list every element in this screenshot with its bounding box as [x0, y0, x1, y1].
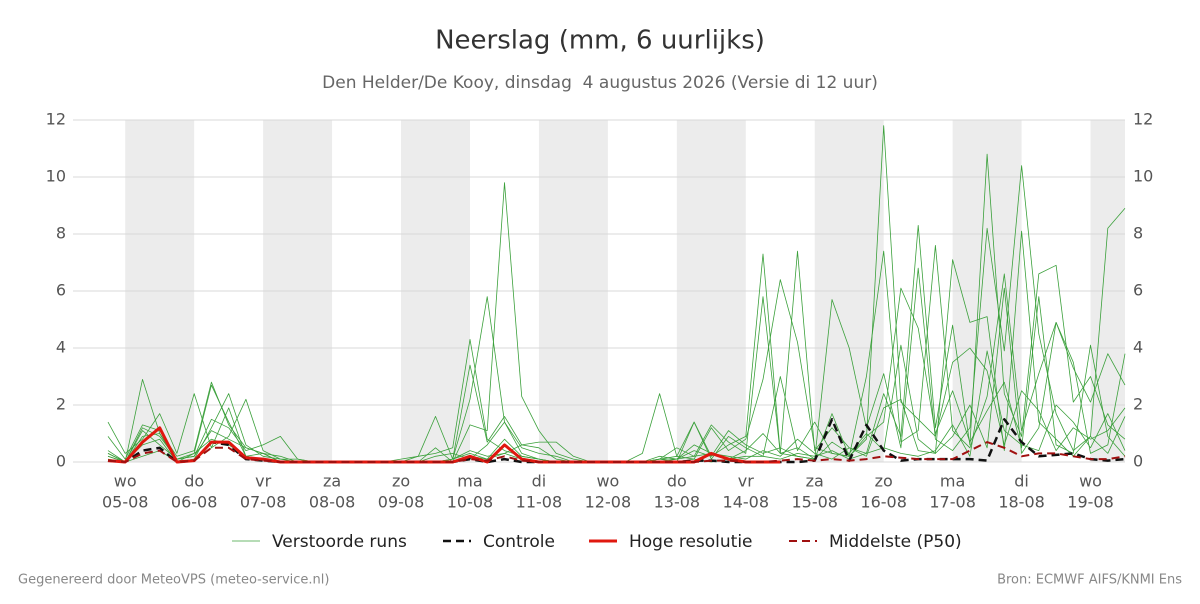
- series-line: [107, 441, 1126, 463]
- x-tick-day: di: [532, 472, 547, 491]
- x-tick-date: 19-08: [1067, 493, 1114, 512]
- x-tick-day: do: [667, 472, 687, 491]
- y-tick-label: 12: [46, 110, 66, 129]
- x-tick-date: 11-08: [516, 493, 563, 512]
- x-tick-date: 14-08: [723, 493, 770, 512]
- series-line: [107, 418, 1126, 464]
- x-tick-day: za: [806, 472, 824, 491]
- legend-label: Middelste (P50): [829, 532, 962, 552]
- y2-tick-label: 2: [1133, 395, 1143, 414]
- x-tick-day: vr: [738, 472, 754, 491]
- x-tick-day: ma: [940, 472, 965, 491]
- footer-right: Bron: ECMWF AIFS/KNMI Ens: [997, 573, 1182, 588]
- x-tick-day: vr: [255, 472, 271, 491]
- y-tick-label: 6: [56, 281, 66, 300]
- x-tick-day: wo: [1079, 472, 1102, 491]
- x-tick-date: 08-08: [309, 493, 356, 512]
- chart-subtitle: Den Helder/De Kooy, dinsdag 4 augustus 2…: [322, 73, 878, 93]
- footer-left: Gegenereerd door MeteoVPS (meteo-service…: [18, 573, 329, 588]
- y-tick-label: 0: [56, 452, 66, 471]
- x-tick-day: di: [1014, 472, 1029, 491]
- x-tick-day: ma: [457, 472, 482, 491]
- y-tick-label: 8: [56, 224, 66, 243]
- x-tick-date: 07-08: [240, 493, 287, 512]
- x-tick-date: 15-08: [791, 493, 838, 512]
- x-tick-day: do: [184, 472, 204, 491]
- y2-tick-label: 10: [1133, 167, 1153, 186]
- y-tick-label: 4: [56, 338, 66, 357]
- y2-tick-label: 6: [1133, 281, 1143, 300]
- x-tick-day: wo: [114, 472, 137, 491]
- x-tick-date: 12-08: [585, 493, 632, 512]
- x-tick-day: wo: [596, 472, 619, 491]
- x-tick-date: 05-08: [102, 493, 149, 512]
- y2-tick-label: 4: [1133, 338, 1143, 357]
- x-tick-day: za: [323, 472, 341, 491]
- y-tick-label: 10: [46, 167, 66, 186]
- y2-tick-label: 0: [1133, 452, 1143, 471]
- legend-label: Verstoorde runs: [272, 532, 407, 552]
- x-tick-day: zo: [392, 472, 410, 491]
- x-tick-date: 17-08: [929, 493, 976, 512]
- y2-tick-label: 12: [1133, 110, 1153, 129]
- x-tick-date: 10-08: [447, 493, 494, 512]
- x-tick-date: 16-08: [860, 493, 907, 512]
- x-tick-date: 13-08: [654, 493, 701, 512]
- y2-tick-label: 8: [1133, 224, 1143, 243]
- x-tick-date: 18-08: [998, 493, 1045, 512]
- x-tick-date: 06-08: [171, 493, 218, 512]
- legend-label: Hoge resolutie: [629, 532, 753, 552]
- x-tick-day: zo: [875, 472, 893, 491]
- y-tick-label: 2: [56, 395, 66, 414]
- legend-label: Controle: [483, 532, 555, 552]
- x-tick-date: 09-08: [378, 493, 425, 512]
- chart-title: Neerslag (mm, 6 uurlijks): [435, 26, 765, 56]
